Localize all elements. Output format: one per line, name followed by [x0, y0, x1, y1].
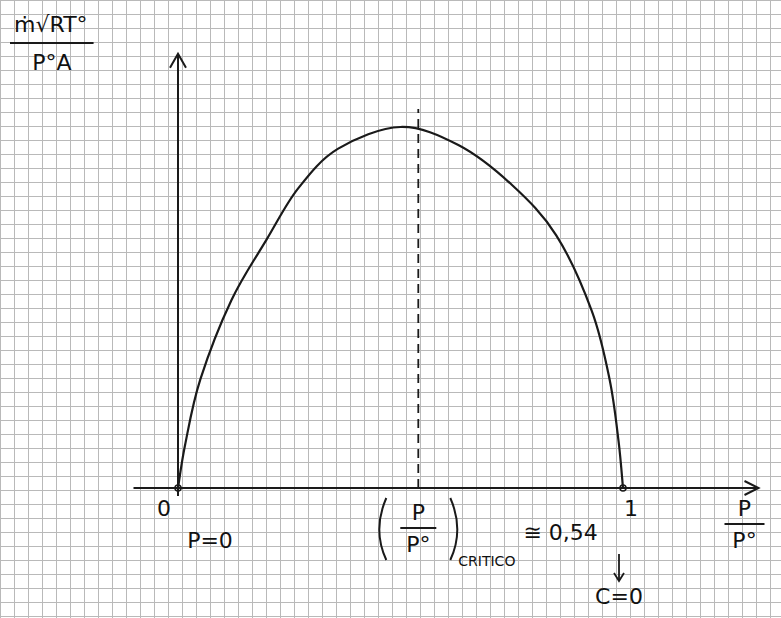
x-tick-label: 1: [624, 496, 638, 521]
critical-denominator: P°: [406, 532, 430, 557]
critical-line: [417, 109, 419, 488]
annotation-p0: P=0: [187, 528, 233, 553]
y-axis: [177, 55, 179, 496]
paren-right: [450, 498, 457, 560]
x-axis: [134, 487, 757, 489]
c0-arrowhead: [614, 573, 624, 581]
x-label-bar: [725, 523, 765, 525]
grid-paper: [0, 0, 781, 618]
curve: [178, 127, 623, 488]
annotation-c0: C=0: [595, 584, 643, 609]
c0-arrow: [618, 554, 620, 580]
y-axis-arrow: [170, 54, 186, 68]
y-label-numerator: ṁ√RT°: [14, 12, 88, 37]
x-label-denominator: P°: [732, 528, 756, 553]
critical-value: ≅ 0,54: [523, 520, 597, 545]
chart: 0 1 ṁ√RT° P°A P P° P=0 C=0 P P° CRITICO ≅ 0,54: [0, 0, 781, 618]
x-label-numerator: P: [738, 496, 751, 521]
y-label-denominator: P°A: [32, 50, 71, 75]
y-label-bar: [10, 42, 94, 44]
paren-left: [379, 498, 386, 560]
x-axis-arrow: [745, 481, 759, 495]
plot-area: [178, 109, 623, 488]
critical-subscript: CRITICO: [458, 553, 515, 569]
x-tick-label: 0: [157, 496, 171, 521]
critical-numerator: P: [412, 500, 425, 525]
critical-bar: [400, 527, 436, 529]
